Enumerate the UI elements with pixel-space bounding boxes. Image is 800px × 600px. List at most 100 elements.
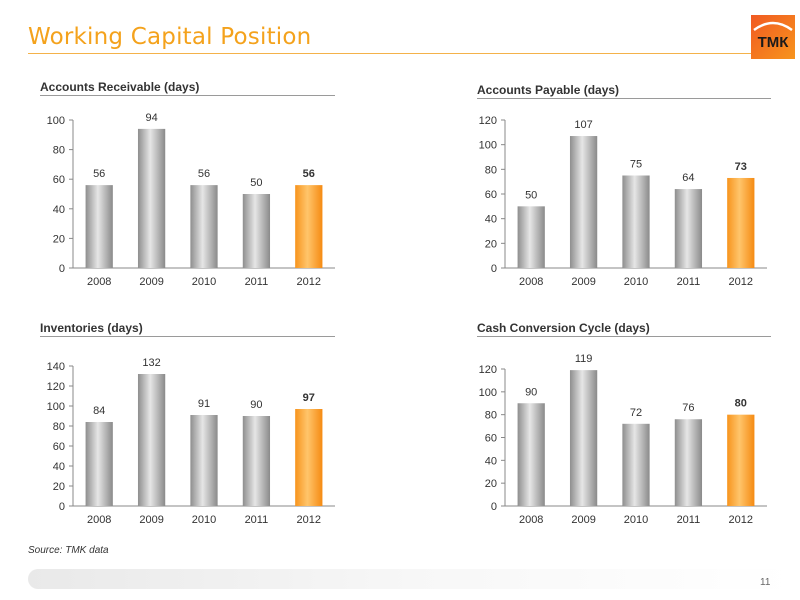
x-tick-label: 2009: [139, 276, 163, 288]
bar-2008: [517, 403, 545, 506]
bar-2008: [85, 185, 113, 268]
y-tick-label: 20: [53, 481, 65, 493]
x-tick-label: 2009: [571, 514, 595, 526]
y-tick-label: 40: [53, 204, 65, 216]
data-label: 119: [575, 353, 593, 365]
x-tick-label: 2010: [192, 276, 216, 288]
x-tick-label: 2008: [87, 276, 111, 288]
chart-title-payable: Accounts Payable (days): [477, 83, 620, 97]
tmk-logo: ТМК: [751, 15, 795, 59]
footer-bar: [28, 569, 794, 589]
y-tick-label: 140: [47, 361, 65, 373]
x-tick-label: 2012: [297, 276, 321, 288]
data-label: 56: [198, 168, 210, 180]
y-tick-label: 80: [485, 164, 497, 176]
data-label: 90: [250, 399, 262, 411]
y-tick-label: 100: [479, 387, 497, 399]
page-number: 11: [760, 577, 771, 588]
y-tick-label: 20: [485, 478, 497, 490]
bar-2010: [190, 415, 218, 506]
x-tick-label: 2011: [245, 276, 269, 288]
chart-rule-inventories: [40, 336, 335, 337]
bar-2011: [242, 194, 271, 268]
y-tick-label: 60: [53, 441, 65, 453]
source-note: Source: TMK data: [28, 545, 109, 556]
y-tick-label: 40: [485, 214, 497, 226]
x-tick-label: 2010: [624, 514, 648, 526]
y-tick-label: 80: [53, 421, 65, 433]
bar-2012: [727, 177, 755, 268]
x-tick-label: 2009: [139, 514, 163, 526]
x-tick-label: 2010: [192, 514, 216, 526]
x-tick-label: 2011: [677, 514, 701, 526]
page-title: Working Capital Position: [28, 24, 312, 50]
bar-2012: [727, 414, 755, 506]
x-tick-label: 2011: [677, 276, 701, 288]
bar-2009: [137, 128, 166, 268]
bar-2012: [295, 185, 323, 268]
data-label: 72: [630, 407, 642, 419]
chart-title-receivable: Accounts Receivable (days): [40, 80, 200, 94]
chart-title-inventories: Inventories (days): [40, 321, 143, 335]
y-tick-label: 100: [47, 115, 65, 127]
bar-2008: [85, 422, 113, 506]
y-tick-label: 40: [485, 455, 497, 467]
data-label: 50: [525, 189, 537, 201]
data-label: 84: [93, 405, 105, 417]
data-label: 50: [250, 177, 262, 189]
data-label: 94: [145, 112, 157, 124]
bar-2009: [569, 136, 598, 268]
y-tick-label: 80: [485, 410, 497, 422]
y-tick-label: 120: [47, 381, 65, 393]
x-tick-label: 2008: [519, 276, 543, 288]
y-tick-label: 60: [53, 174, 65, 186]
bar-2010: [622, 423, 650, 506]
bar-2008: [517, 206, 545, 268]
bar-2012: [295, 409, 323, 506]
y-tick-label: 120: [479, 115, 497, 127]
y-tick-label: 20: [485, 238, 497, 250]
y-tick-label: 100: [479, 140, 497, 152]
x-tick-label: 2010: [624, 276, 648, 288]
bar-2011: [242, 416, 271, 506]
data-label: 75: [630, 159, 642, 171]
y-tick-label: 60: [485, 433, 497, 445]
data-label: 64: [682, 172, 694, 184]
data-label: 97: [303, 392, 315, 404]
y-tick-label: 40: [53, 461, 65, 473]
y-tick-label: 120: [479, 364, 497, 376]
chart-rule-payable: [477, 98, 771, 99]
data-label: 56: [93, 168, 105, 180]
bar-2009: [569, 370, 598, 506]
x-tick-label: 2012: [729, 276, 753, 288]
title-divider: [28, 53, 774, 54]
bar-2011: [674, 419, 703, 506]
bar-2010: [190, 185, 218, 268]
x-tick-label: 2011: [245, 514, 269, 526]
x-tick-label: 2012: [297, 514, 321, 526]
y-tick-label: 60: [485, 189, 497, 201]
bar-2010: [622, 175, 650, 268]
chart-title-ccc: Cash Conversion Cycle (days): [477, 321, 650, 335]
y-tick-label: 100: [47, 401, 65, 413]
chart-rule-receivable: [40, 95, 335, 96]
x-tick-label: 2008: [87, 514, 111, 526]
x-tick-label: 2008: [519, 514, 543, 526]
data-label: 80: [735, 398, 747, 410]
data-label: 91: [198, 398, 210, 410]
data-label: 56: [303, 168, 315, 180]
y-tick-label: 80: [53, 145, 65, 157]
data-label: 107: [574, 119, 592, 131]
y-tick-label: 20: [53, 233, 65, 245]
bar-2009: [137, 374, 166, 506]
y-tick-label: 0: [59, 501, 65, 513]
chart-rule-ccc: [477, 336, 771, 337]
data-label: 73: [735, 161, 747, 173]
data-label: 76: [682, 402, 694, 414]
x-tick-label: 2012: [729, 514, 753, 526]
y-tick-label: 0: [491, 501, 497, 513]
